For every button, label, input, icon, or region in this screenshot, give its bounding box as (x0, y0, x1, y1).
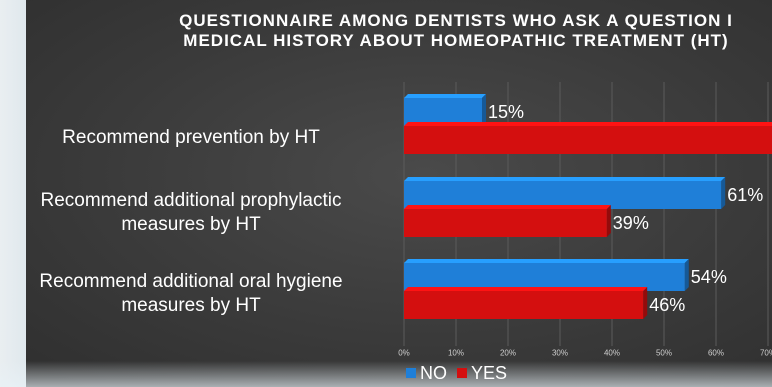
legend-swatch-yes (457, 368, 467, 378)
bar-side-no-0 (482, 94, 486, 126)
x-tick-label-1: 10% (448, 349, 464, 358)
bar-top-yes-2 (404, 287, 648, 291)
category-label-3: Recommend additional oral hygiene measur… (0, 270, 382, 318)
data-label-no-0: 15% (488, 102, 524, 122)
x-tick-label-0: 0% (398, 349, 410, 358)
bar-side-no-2 (684, 259, 689, 291)
data-label-no-2: 54% (691, 267, 727, 287)
x-tick-label-7: 70% (760, 349, 772, 358)
background-accent-left (0, 0, 26, 387)
bar-top-yes-0 (404, 122, 772, 126)
legend-item-no: NO (406, 361, 447, 385)
legend-label-no: NO (420, 363, 447, 383)
category-label-1-line-1: Recommend prevention by HT (62, 127, 320, 148)
x-tick-label-2: 20% (500, 349, 516, 358)
category-label-1: Recommend prevention by HT (0, 126, 382, 150)
bar-top-no-2 (404, 259, 689, 263)
bar-side-no-1 (721, 177, 726, 209)
category-label-2-line-1: Recommend additional prophylactic (40, 190, 342, 211)
x-tick-label-4: 40% (604, 349, 620, 358)
legend-label-yes: YES (471, 363, 508, 383)
chart-title: QUESTIONNAIRE AMONG DENTISTS WHO ASK A Q… (146, 11, 766, 51)
x-tick-label-3: 30% (552, 349, 568, 358)
bar-top-yes-1 (404, 205, 611, 209)
category-label-3-line-1: Recommend additional oral hygiene (39, 271, 343, 292)
legend-item-yes: YES (457, 361, 507, 385)
background-accent-bottom (0, 361, 772, 387)
bar-yes-1 (404, 209, 607, 237)
x-tick-label-6: 60% (708, 349, 724, 358)
category-label-3-line-2: measures by HT (121, 295, 261, 316)
bar-no-2 (404, 263, 685, 291)
bar-yes-0 (404, 126, 772, 154)
bar-top-no-0 (404, 94, 486, 98)
legend-swatch-no (406, 368, 416, 378)
bar-no-0 (404, 98, 482, 126)
bar-yes-2 (404, 291, 644, 319)
x-tick-label-5: 50% (656, 349, 672, 358)
data-label-no-1: 61% (727, 185, 763, 205)
category-label-2-line-2: measures by HT (121, 214, 261, 235)
bar-side-yes-1 (606, 205, 611, 237)
bar-top-no-1 (404, 177, 726, 181)
chart-title-line-1: QUESTIONNAIRE AMONG DENTISTS WHO ASK A Q… (179, 11, 733, 30)
category-label-2: Recommend additional prophylactic measur… (0, 189, 382, 237)
data-label-yes-2: 46% (649, 295, 685, 315)
bar-side-yes-2 (643, 287, 648, 319)
bar-no-1 (404, 181, 722, 209)
data-label-yes-1: 39% (613, 213, 649, 233)
chart-legend: NO YES (406, 361, 507, 385)
chart-title-line-2: MEDICAL HISTORY ABOUT HOMEOPATHIC TREATM… (183, 31, 729, 50)
